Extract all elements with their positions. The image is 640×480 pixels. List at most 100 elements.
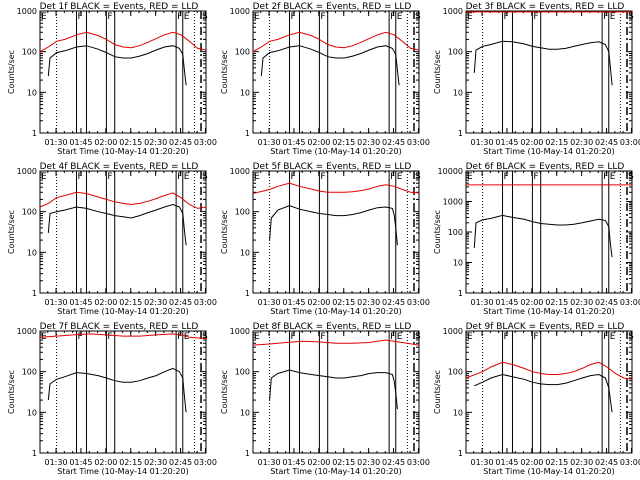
x-tick-label: 01:30: [45, 458, 68, 467]
detector-plot-6: Det 6f BLACK = Events, RED = LLD 1 10 100 10…: [433, 162, 640, 316]
y-tick-label: 10: [453, 259, 463, 268]
detector-plot-5: Det 5f BLACK = Events, RED = LLD 1 10 100 10…: [220, 162, 430, 316]
marker-label: S: [628, 12, 634, 22]
y-tick-label: 100: [448, 228, 463, 237]
x-tick-label: 03:00: [620, 458, 640, 467]
detector-plot-9: Det 9f BLACK = Events, RED = LLD 1 10 100 10…: [433, 322, 640, 476]
x-tick-label: 01:45: [282, 138, 305, 147]
marker-label: S: [202, 332, 208, 342]
marker-label: F: [603, 12, 608, 22]
x-tick-label: 02:30: [357, 298, 380, 307]
x-tick-label: 01:45: [282, 458, 305, 467]
marker-label: F: [504, 172, 509, 182]
x-tick-label: 02:00: [94, 298, 117, 307]
marker-label: E: [610, 172, 616, 182]
y-tick-label: 1000: [17, 167, 37, 176]
x-tick-label: 02:15: [545, 298, 568, 307]
x-tick-label: 02:15: [119, 138, 142, 147]
x-tick-label: 02:00: [307, 138, 330, 147]
x-tick-label: 03:00: [194, 298, 217, 307]
plot-frame: [39, 170, 207, 294]
marker-label: F: [390, 12, 395, 22]
y-tick-label: 100: [22, 368, 37, 377]
series-lld-line: [252, 182, 420, 194]
y-tick-label: 1: [32, 129, 37, 138]
x-tick-label: 02:00: [94, 458, 117, 467]
x-tick-label: 01:30: [471, 458, 494, 467]
x-tick-label: 01:45: [282, 298, 305, 307]
marker-label: F: [320, 12, 325, 22]
marker-label: E: [184, 172, 190, 182]
x-tick-label: 03:00: [407, 298, 430, 307]
detector-plot-7: Det 7f BLACK = Events, RED = LLD 1 10 100 10…: [7, 322, 217, 476]
x-tick-label: 02:45: [595, 298, 618, 307]
marker-label: E: [41, 172, 47, 182]
detector-plot-2: Det 2f BLACK = Events, RED = LLD 1 10 100 10…: [220, 2, 430, 156]
x-tick-label: 02:00: [94, 138, 117, 147]
y-tick-label: 1000: [443, 7, 463, 16]
plot-title: Det 1f BLACK = Events, RED = LLD: [40, 2, 199, 12]
y-axis-label: Counts/sec: [433, 370, 442, 414]
series-events-line: [474, 373, 613, 413]
x-tick-label: 02:45: [595, 458, 618, 467]
plot-title: Det 9f BLACK = Events, RED = LLD: [466, 322, 625, 332]
x-tick-label: 02:00: [520, 298, 543, 307]
x-tick-label: 01:30: [45, 138, 68, 147]
marker-label: F: [320, 172, 325, 182]
x-tick-label: 02:00: [520, 458, 543, 467]
x-tick-label: 03:00: [407, 458, 430, 467]
x-axis-label: Start Time (10-May-14 01:20:20): [483, 467, 614, 476]
marker-label: S: [415, 12, 421, 22]
marker-label: E: [467, 172, 473, 182]
marker-label: F: [291, 12, 296, 22]
y-axis-label: Counts/sec: [7, 210, 16, 254]
marker-label: F: [291, 172, 296, 182]
x-tick-label: 02:15: [332, 138, 355, 147]
y-tick-label: 10: [453, 408, 463, 417]
marker-label: F: [107, 332, 112, 342]
detector-plot-8: Det 8f BLACK = Events, RED = LLD 1 10 100 10…: [220, 322, 430, 476]
x-tick-label: 02:45: [382, 298, 405, 307]
y-tick-label: 100: [22, 208, 37, 217]
marker-label: S: [628, 172, 634, 182]
x-axis-label: Start Time (10-May-14 01:20:20): [270, 467, 401, 476]
marker-label: F: [320, 332, 325, 342]
x-tick-label: 01:45: [495, 458, 518, 467]
x-axis-label: Start Time (10-May-14 01:20:20): [57, 147, 188, 156]
marker-label: F: [78, 172, 83, 182]
x-tick-label: 01:45: [495, 138, 518, 147]
y-tick-label: 1000: [230, 167, 250, 176]
marker-label: E: [254, 12, 260, 22]
marker-label: S: [415, 172, 421, 182]
x-tick-label: 02:30: [144, 458, 167, 467]
detector-plot-4: Det 4f BLACK = Events, RED = LLD 1 10 100 10…: [7, 162, 217, 316]
y-tick-label: 10: [27, 248, 37, 257]
y-tick-label: 100: [235, 368, 250, 377]
x-tick-label: 02:30: [570, 138, 593, 147]
x-axis-label: Start Time (10-May-14 01:20:20): [57, 307, 188, 316]
y-tick-label: 10: [240, 88, 250, 97]
marker-label: E: [41, 12, 47, 22]
marker-label: E: [467, 12, 473, 22]
plot-frame: [465, 170, 633, 294]
x-tick-label: 03:00: [194, 138, 217, 147]
x-tick-label: 02:15: [545, 458, 568, 467]
x-tick-label: 02:15: [332, 458, 355, 467]
y-tick-label: 10: [453, 88, 463, 97]
marker-label: F: [603, 172, 608, 182]
y-tick-label: 1000: [443, 198, 463, 207]
plot-frame: [465, 330, 633, 454]
marker-label: F: [291, 332, 296, 342]
x-tick-label: 02:15: [332, 298, 355, 307]
y-tick-label: 1000: [230, 7, 250, 16]
x-tick-label: 02:30: [570, 458, 593, 467]
series-lld-line: [465, 361, 633, 380]
marker-label: E: [254, 332, 260, 342]
y-tick-label: 100: [235, 208, 250, 217]
plot-frame: [252, 330, 420, 454]
x-tick-label: 02:45: [169, 138, 192, 147]
y-tick-label: 10000: [438, 167, 463, 176]
y-tick-label: 100: [448, 368, 463, 377]
x-tick-label: 02:30: [144, 298, 167, 307]
marker-label: E: [610, 332, 616, 342]
